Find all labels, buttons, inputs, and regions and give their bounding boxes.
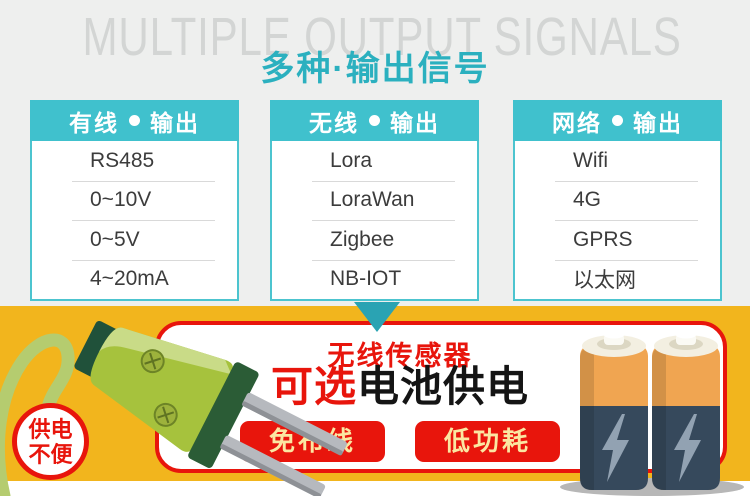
banner-subtitle-red: 可选 (270, 363, 357, 410)
list-item: 4~20mA (32, 259, 237, 300)
batteries-icon (560, 331, 744, 496)
dot-icon (369, 115, 380, 126)
card-wireless-header: 无线 输出 (270, 100, 479, 141)
list-item: GPRS (515, 220, 720, 260)
card-wireless-output: 无线 输出 Lora LoraWan Zigbee NB-IOT (270, 100, 479, 301)
banner-subtitle-dark: 电池供电 (357, 363, 530, 410)
list-item: NB-IOT (272, 259, 477, 300)
badge-line1: 供电 (28, 416, 73, 442)
card-wireless-body: Lora LoraWan Zigbee NB-IOT (270, 141, 479, 301)
list-item: Lora (330, 148, 373, 172)
power-inconvenient-badge: 供电 不便 (12, 403, 89, 480)
list-item: Wifi (573, 148, 608, 172)
page-title: 多种·输出信号 (260, 50, 490, 88)
banner-heading: 无线传感器 (327, 341, 473, 371)
list-item: RS485 (90, 148, 155, 172)
card-network-header: 网络 输出 (513, 100, 722, 141)
list-item: 0~5V (32, 220, 237, 260)
card-wired-header: 有线 输出 (30, 100, 239, 141)
list-item: LoraWan (272, 180, 477, 221)
card-network-output: 网络 输出 Wifi 4G GPRS 以太网 (513, 100, 722, 301)
banner-subtitle: 可选电池供电 (180, 363, 620, 411)
card-wireless-title-left: 无线 (309, 109, 359, 136)
card-wireless-title-right: 输出 (390, 109, 440, 136)
card-network-title-right: 输出 (633, 109, 683, 136)
pill-low-power: 低功耗 (415, 421, 561, 462)
pointer-triangle-icon (354, 302, 400, 332)
list-item: Zigbee (272, 220, 477, 260)
ghost-english-title: MULTIPLE OUTPUT SIGNALS (82, 7, 682, 67)
list-item: 以太网 (515, 259, 720, 300)
badge-line2: 不便 (28, 441, 73, 467)
card-network-body: Wifi 4G GPRS 以太网 (513, 141, 722, 301)
list-item: 0~10V (32, 180, 237, 221)
list-item: 4G (515, 180, 720, 221)
card-wired-body: RS485 0~10V 0~5V 4~20mA (30, 141, 239, 301)
dot-icon (612, 115, 623, 126)
card-wired-title-left: 有线 (69, 109, 119, 136)
card-wired-title-right: 输出 (150, 109, 200, 136)
card-wired-output: 有线 输出 RS485 0~10V 0~5V 4~20mA (30, 100, 239, 301)
card-network-title-left: 网络 (552, 109, 602, 136)
dot-icon (129, 115, 140, 126)
